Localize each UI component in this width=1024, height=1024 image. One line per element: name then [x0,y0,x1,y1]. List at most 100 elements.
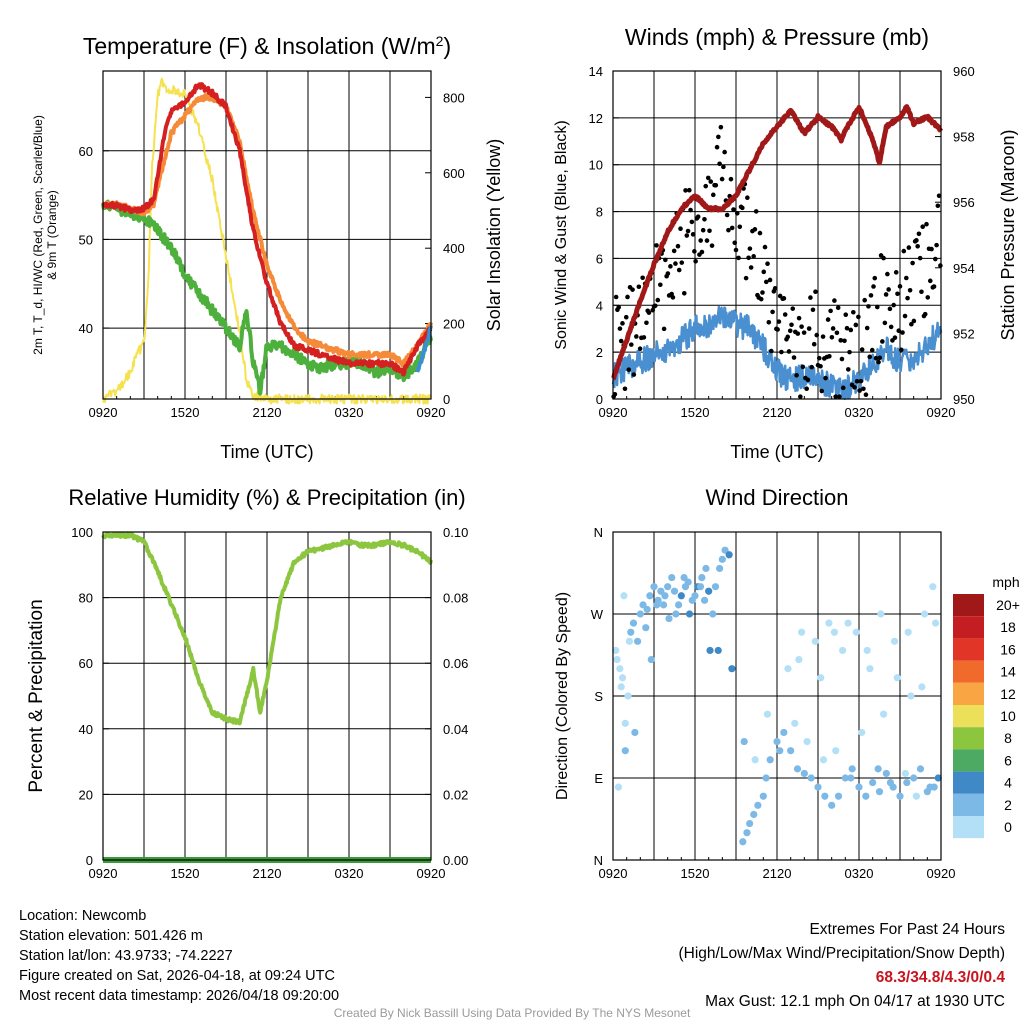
wind-gust-point [781,296,787,301]
wind-gust-point [893,270,899,275]
wind-gust-point [809,364,814,370]
wind-gust-point [782,312,788,317]
wind-gust-point [924,221,929,227]
direction-point [847,774,855,782]
wind-gust-point [888,324,894,330]
legend-swatch-2 [953,793,984,816]
wind-gust-point [752,227,758,232]
direction-point [863,646,871,655]
direction-point [627,628,635,636]
wind-y2-tick-label: 958 [953,130,975,145]
wind-gust-point [902,313,908,319]
legend-swatch-14 [953,660,984,683]
wind-gust-point [869,347,875,353]
wind-gust-point [933,256,938,262]
dir-y-tick-label: N [594,525,603,540]
legend-label-0: 0 [1004,819,1012,835]
wind-gust-point [852,385,857,390]
wind-gust-point [676,267,682,273]
direction-point [743,829,751,837]
wind-gust-point [785,334,791,340]
rh-y-tick-label: 60 [79,656,93,671]
direction-point [716,564,724,573]
wind-gust-point [907,287,913,293]
wind-gust-point [859,347,865,352]
wind-gust-point [825,317,831,322]
wind-gust-point [779,349,784,355]
direction-point [874,765,882,773]
wind-gust-point [874,304,880,310]
rh-y-tick-label: 40 [79,722,93,737]
wind-gust-point [705,175,711,181]
direction-point [672,610,680,618]
wind-gust-point [630,287,635,292]
wind-gust-point [729,225,735,231]
wind-gust-point [634,334,639,339]
wind-plot-frame [612,70,942,400]
wind-y-tick-label: 0 [596,392,603,407]
wind-gust-point [862,297,867,303]
wind-gust-point [814,332,820,338]
direction-point [921,610,929,618]
wind-x-axis-label: Time (UTC) [730,442,823,462]
wind-gust-point [919,289,924,295]
wind-gust-point [708,179,714,184]
direction-point [691,592,699,600]
direction-point [754,801,762,809]
wind-gust-point [710,192,716,198]
direction-point [904,628,912,636]
wind-gust-point [895,291,900,297]
wind-gust-point [823,375,828,381]
wind-gust-point [880,339,885,344]
direction-point [629,619,638,627]
wind-gust-point [872,275,878,281]
wind-gust-point [776,319,782,324]
wind-gust-point [717,161,722,167]
wind-gust-point [936,193,942,199]
wind-gust-point [636,284,642,290]
temp-title-end: ) [443,33,451,59]
dir-x-tick-label: 2120 [763,866,792,881]
rh-y-axis-label: Percent & Precipitation [26,599,47,792]
wind-gust-point [790,306,796,311]
wind-y-tick-label: 2 [596,345,603,360]
direction-point [650,583,658,591]
rh-x-tick-label: 1520 [171,866,200,881]
direction-point [830,628,839,636]
wind-gust-point [700,227,706,233]
wind-gust-point [775,327,780,332]
direction-point [643,605,651,614]
temp-series-dewpoint [101,199,433,396]
direction-point [702,564,710,573]
direction-point [877,610,885,618]
wind-y2-tick-label: 956 [953,195,975,210]
wind-gust-point [798,394,803,399]
wind-gust-point [707,228,712,234]
wind-gust-point [704,238,710,243]
temp-x-axis-label: Time (UTC) [220,442,313,462]
wind-gust-point [743,275,749,281]
legend-swatch-10 [953,705,984,728]
wind-gust-point [837,394,842,399]
direction-point [784,665,792,673]
wind-y2-tick-label: 954 [953,261,975,276]
direction-point [848,765,856,773]
wind-gust-point [698,238,703,243]
temp-series-heat-index-wind-chill [415,325,433,373]
rh-panel-title: Relative Humidity (%) & Precipitation (i… [68,485,465,510]
direction-point [918,683,926,691]
figure-created: Figure created on Sat, 2026-04-18, at 09… [19,968,335,984]
wind-gust-point [663,257,668,263]
wind-gust-point [927,278,933,284]
wind-gust-point [935,203,941,209]
max-gust: Max Gust: 12.1 mph On 04/17 at 1930 UTC [705,993,1005,1010]
direction-point [746,819,754,828]
wind-gust-point [816,355,822,361]
direction-point [787,747,795,755]
wind-y2-tick-label: 960 [953,64,975,79]
wind-gust-point [892,335,898,340]
wind-gust-point [719,176,725,182]
recent-timestamp: Most recent data timestamp: 2026/04/18 0… [19,988,340,1004]
direction-point [685,610,694,618]
wind-gust-point [683,188,688,193]
